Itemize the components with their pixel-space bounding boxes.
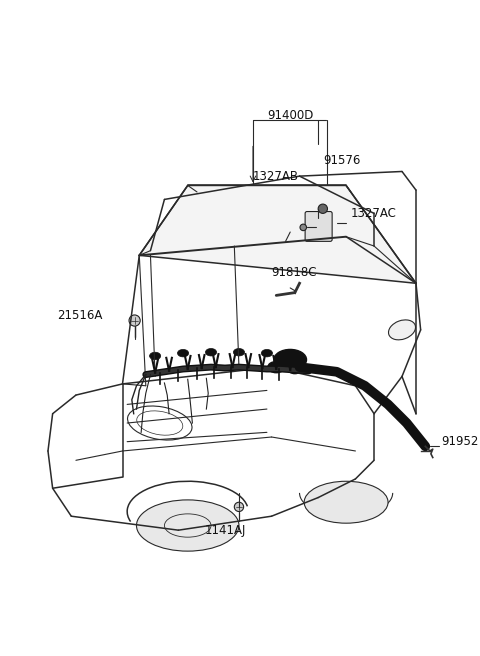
Ellipse shape — [388, 320, 416, 340]
Ellipse shape — [150, 352, 161, 359]
Circle shape — [234, 502, 244, 512]
Ellipse shape — [274, 350, 307, 370]
Text: 21516A: 21516A — [57, 310, 103, 322]
Text: 91818C: 91818C — [272, 266, 317, 279]
Ellipse shape — [233, 348, 244, 356]
Ellipse shape — [136, 500, 239, 551]
Ellipse shape — [288, 364, 302, 374]
Circle shape — [129, 315, 140, 326]
Ellipse shape — [178, 350, 189, 357]
Ellipse shape — [205, 348, 216, 356]
Circle shape — [300, 224, 307, 231]
Text: 1327AB: 1327AB — [253, 170, 299, 182]
Text: 91400D: 91400D — [267, 109, 313, 122]
Text: 91576: 91576 — [323, 154, 360, 167]
Text: 1327AC: 1327AC — [351, 207, 396, 220]
FancyBboxPatch shape — [305, 211, 332, 241]
Polygon shape — [139, 186, 416, 283]
Ellipse shape — [268, 361, 285, 373]
Text: 91952: 91952 — [441, 435, 479, 448]
Ellipse shape — [261, 350, 273, 357]
Ellipse shape — [304, 482, 388, 523]
Circle shape — [318, 204, 327, 213]
Text: 1141AJ: 1141AJ — [204, 523, 246, 537]
